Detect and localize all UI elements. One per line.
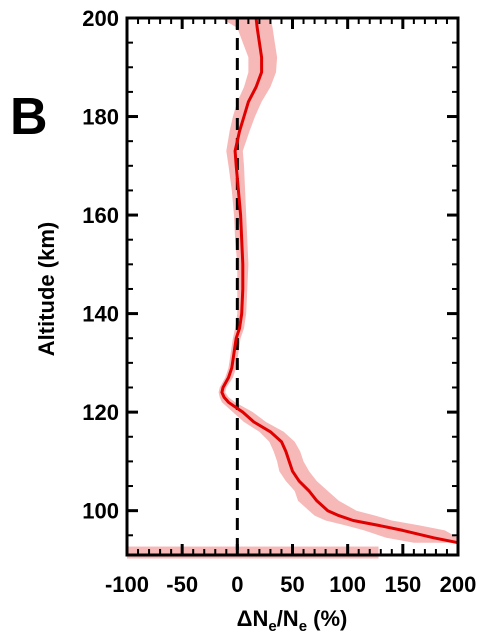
- x-tick-label: 0: [231, 572, 243, 597]
- x-axis-title-part: ΔN: [237, 606, 269, 631]
- y-axis-title: Altitude (km): [34, 222, 59, 356]
- x-axis-ticks: -100 -50 0 50 100 150 200: [105, 18, 476, 597]
- x-tick-label: -100: [105, 572, 149, 597]
- x-axis-title-part: /N: [277, 606, 299, 631]
- bottom-band-strip: [127, 546, 379, 559]
- profile-line-layer: [220, 17, 459, 545]
- x-axis-title-subscript: e: [299, 618, 307, 632]
- y-axis-ticks: 100 120 140 160 180 200: [82, 6, 458, 537]
- uncertainty-band: [218, 18, 458, 543]
- x-tick-label: 150: [384, 572, 421, 597]
- y-tick-label: 160: [82, 203, 119, 228]
- x-axis-title: ΔNe/Ne (%): [237, 606, 348, 632]
- y-tick-label: 120: [82, 400, 119, 425]
- y-tick-label: 140: [82, 302, 119, 327]
- y-tick-label: 180: [82, 105, 119, 130]
- x-axis-title-part: (%): [307, 606, 347, 631]
- profile-line: [220, 17, 459, 545]
- y-tick-label: 200: [82, 6, 119, 31]
- x-tick-label: 200: [440, 572, 477, 597]
- x-tick-label: -50: [166, 572, 198, 597]
- x-tick-label: 50: [280, 572, 304, 597]
- panel-label: B: [10, 88, 48, 146]
- uncertainty-band-layer: [127, 18, 458, 559]
- x-axis-title-subscript: e: [268, 618, 276, 632]
- y-tick-label: 100: [82, 499, 119, 524]
- x-tick-label: 100: [329, 572, 366, 597]
